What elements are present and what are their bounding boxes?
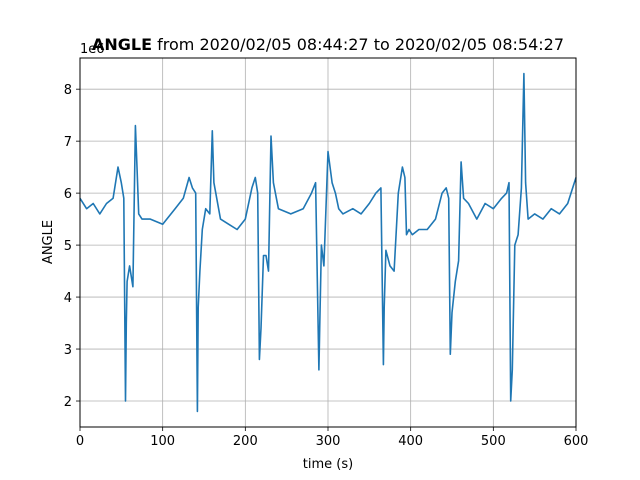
- x-tick-label: 300: [316, 434, 341, 449]
- x-tick-label: 200: [233, 434, 258, 449]
- chart-title: ANGLE from 2020/02/05 08:44:27 to 2020/0…: [92, 35, 564, 54]
- chart-title-rest: from 2020/02/05 08:44:27 to 2020/02/05 0…: [152, 35, 564, 54]
- y-tick-label: 5: [64, 239, 72, 254]
- y-tick-label: 8: [64, 83, 72, 98]
- x-tick-label: 100: [150, 434, 175, 449]
- x-axis-ticks: 0 100 200 300 400 500 600: [76, 427, 589, 449]
- chart-title-bold: ANGLE: [92, 35, 152, 54]
- series-line: [79, 72, 577, 413]
- grid-lines: [79, 58, 577, 427]
- y-tick-label: 7: [64, 135, 72, 150]
- offset-text: 1e6: [80, 42, 105, 57]
- y-axis-ticks: 2 3 4 5 6 7 8: [64, 83, 80, 410]
- y-tick-label: 6: [64, 187, 72, 202]
- x-tick-label: 600: [564, 434, 589, 449]
- x-tick-label: 0: [76, 434, 84, 449]
- x-tick-label: 400: [398, 434, 423, 449]
- x-axis-label: time (s): [303, 457, 353, 472]
- y-tick-label: 2: [64, 395, 72, 410]
- data-series: [79, 72, 577, 413]
- x-tick-label: 500: [481, 434, 506, 449]
- y-tick-label: 3: [64, 343, 72, 358]
- y-tick-label: 4: [64, 291, 72, 306]
- y-axis-label: ANGLE: [41, 220, 56, 264]
